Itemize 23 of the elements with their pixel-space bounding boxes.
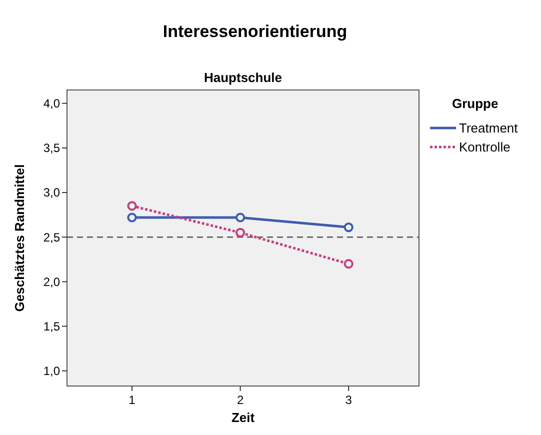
chart-title: Interessenorientierung (162, 22, 348, 41)
point (127, 201, 137, 211)
point (235, 212, 246, 222)
point (127, 212, 137, 222)
y-axis-title: Geschätztes Randmittel (12, 164, 27, 312)
y-tick-label: 1,5 (43, 319, 60, 334)
y-tick-label: 2,0 (43, 274, 60, 289)
legend-label: Kontrolle (459, 140, 510, 155)
y-tick-label: 3,0 (43, 186, 60, 200)
y-tick-label: 4,0 (43, 96, 60, 111)
y-tick-label: 2,5 (43, 230, 60, 244)
point (235, 228, 246, 238)
legend-title: Gruppe (452, 96, 498, 111)
y-tick-label: 1,0 (43, 364, 60, 378)
point (344, 222, 354, 232)
x-tick-label: 2 (236, 393, 244, 407)
chart-subtitle: Hauptschule (204, 70, 282, 85)
x-tick-label: 1 (128, 393, 136, 407)
point (344, 259, 354, 269)
x-tick-label: 3 (345, 393, 352, 407)
legend-label: Treatment (459, 120, 518, 136)
y-tick-label: 3,5 (43, 141, 60, 156)
x-axis-title: Zeit (231, 410, 256, 425)
